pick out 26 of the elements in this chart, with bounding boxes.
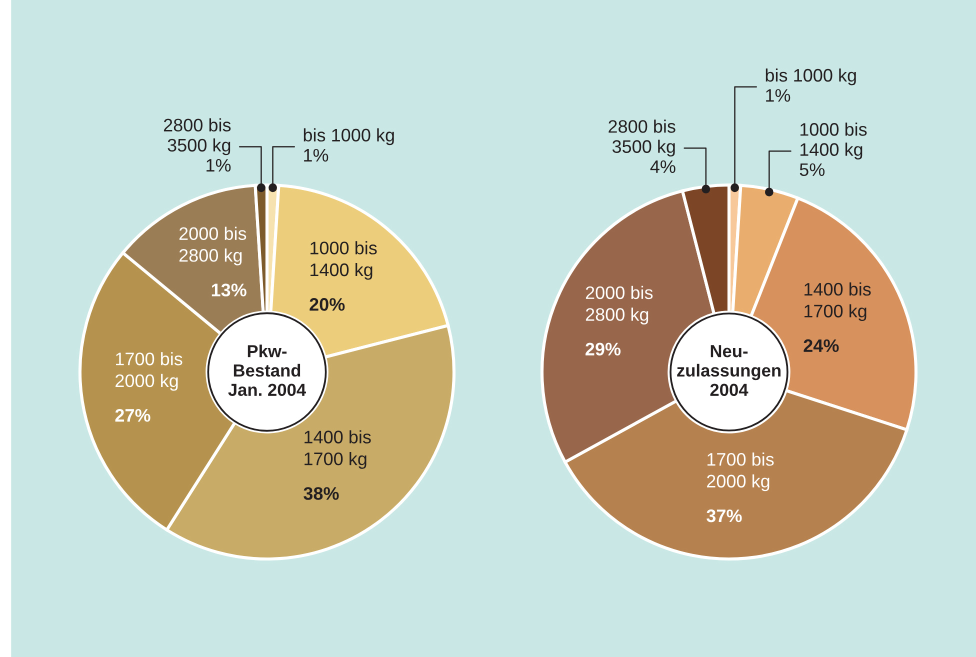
data-label: 5% <box>800 163 825 176</box>
data-label: 20% <box>310 298 345 311</box>
text: Pkw- Bestand Jan. 2004 <box>228 344 306 396</box>
data-label: 27% <box>115 408 150 422</box>
data-label: 24% <box>804 339 839 352</box>
text: Neu- zulassungen 2004 <box>677 345 781 396</box>
data-label: 37% <box>706 509 742 522</box>
data-label: 38% <box>304 487 339 500</box>
slice-label: bis 1000 kg <box>766 68 856 86</box>
data-label: 1% <box>766 89 790 102</box>
data-label: 29% <box>586 342 621 356</box>
slice-label: 1700 bis 2000 kg <box>707 452 774 492</box>
slice-label: 2800 bis 3500 kg <box>164 118 231 156</box>
slice-label: 2000 bis 2800 kg <box>179 226 246 266</box>
data-label: 13% <box>212 284 246 296</box>
slice-label: 1700 bis 2000 kg <box>116 352 182 391</box>
slice-label: bis 1000 kg <box>304 128 394 146</box>
data-label: 4% <box>650 160 676 173</box>
data-label: 1% <box>206 159 231 172</box>
slice-label: 1000 bis 1400 kg <box>310 241 377 280</box>
slice-label: 1400 bis 1700 kg <box>804 282 871 322</box>
slice-label: 1000 bis 1400 kg <box>800 122 867 160</box>
slice-label: 2000 bis 2800 kg <box>586 286 653 324</box>
slice-label: 2800 bis 3500 kg <box>608 120 676 157</box>
slice-label: 1400 bis 1700 kg <box>304 430 371 469</box>
data-label: 1% <box>304 148 328 162</box>
